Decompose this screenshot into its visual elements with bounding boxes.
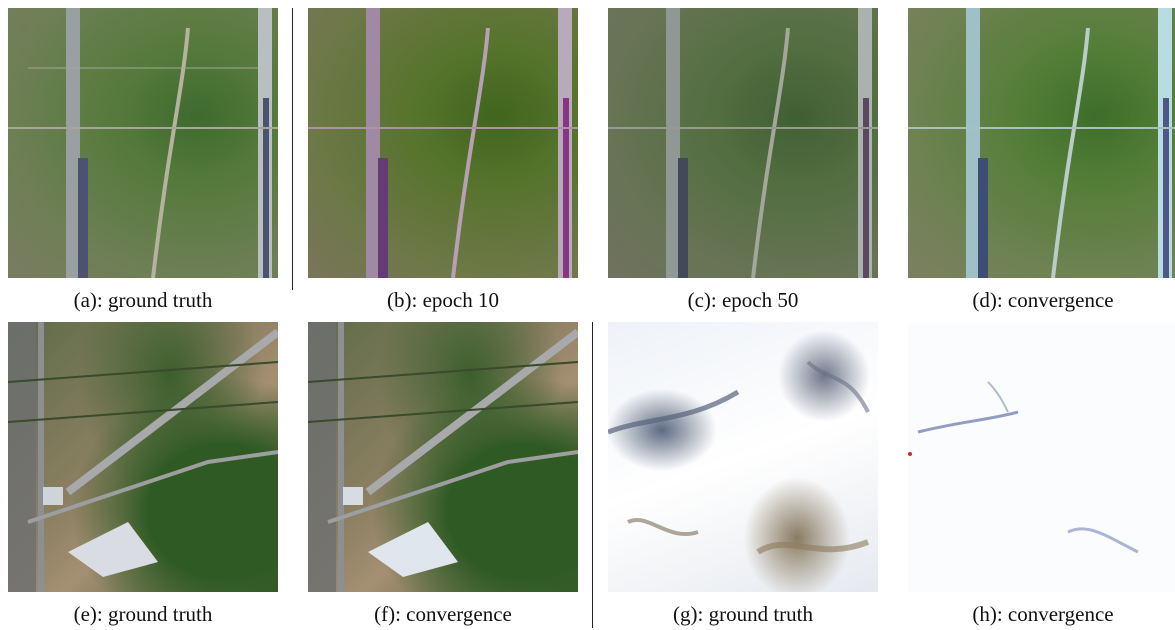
satellite-image-c xyxy=(608,8,878,278)
panel-f: (f): convergence xyxy=(308,322,578,626)
snow-overlay-h xyxy=(908,381,1139,554)
panel-b: (b): epoch 10 xyxy=(308,8,578,312)
airport-overlay-c xyxy=(608,8,878,278)
caption-e: (e): ground truth xyxy=(73,602,213,626)
caption-b: (b): epoch 10 xyxy=(387,288,499,312)
satellite-image-h xyxy=(908,322,1175,592)
satellite-image-f xyxy=(308,322,578,592)
airport-overlay-b xyxy=(308,8,578,278)
panel-a: (a): ground truth xyxy=(8,8,278,312)
panel-h: (h): convergence xyxy=(908,322,1175,626)
snow-overlay-g xyxy=(608,360,870,555)
farm-overlay-f xyxy=(308,322,578,592)
panel-e: (e): ground truth xyxy=(8,322,278,626)
caption-c: (c): epoch 50 xyxy=(687,288,799,312)
caption-a: (a): ground truth xyxy=(73,288,213,312)
satellite-image-e xyxy=(8,322,278,592)
separator-top xyxy=(292,8,293,290)
caption-d: (d): convergence xyxy=(972,288,1114,312)
caption-h: (h): convergence xyxy=(972,602,1114,626)
satellite-image-g xyxy=(608,322,878,592)
panel-c: (c): epoch 50 xyxy=(608,8,878,312)
airport-overlay-d xyxy=(908,8,1175,278)
separator-bottom xyxy=(592,322,593,628)
panel-d: (d): convergence xyxy=(908,8,1175,312)
satellite-image-d xyxy=(908,8,1175,278)
panel-g: (g): ground truth xyxy=(608,322,878,626)
farm-overlay-e xyxy=(8,322,278,592)
caption-f: (f): convergence xyxy=(374,602,512,626)
satellite-image-a xyxy=(8,8,278,278)
satellite-image-b xyxy=(308,8,578,278)
airport-overlay-a xyxy=(8,8,278,278)
caption-g: (g): ground truth xyxy=(673,602,813,626)
